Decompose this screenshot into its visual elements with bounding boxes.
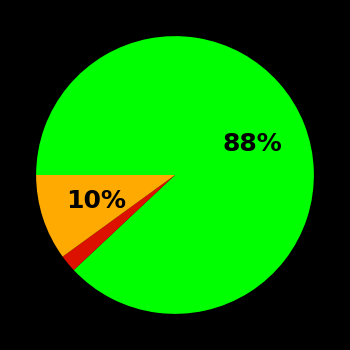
Text: 10%: 10% — [66, 189, 126, 213]
Wedge shape — [36, 36, 314, 314]
Wedge shape — [36, 175, 175, 257]
Wedge shape — [63, 175, 175, 270]
Text: 88%: 88% — [223, 132, 282, 156]
